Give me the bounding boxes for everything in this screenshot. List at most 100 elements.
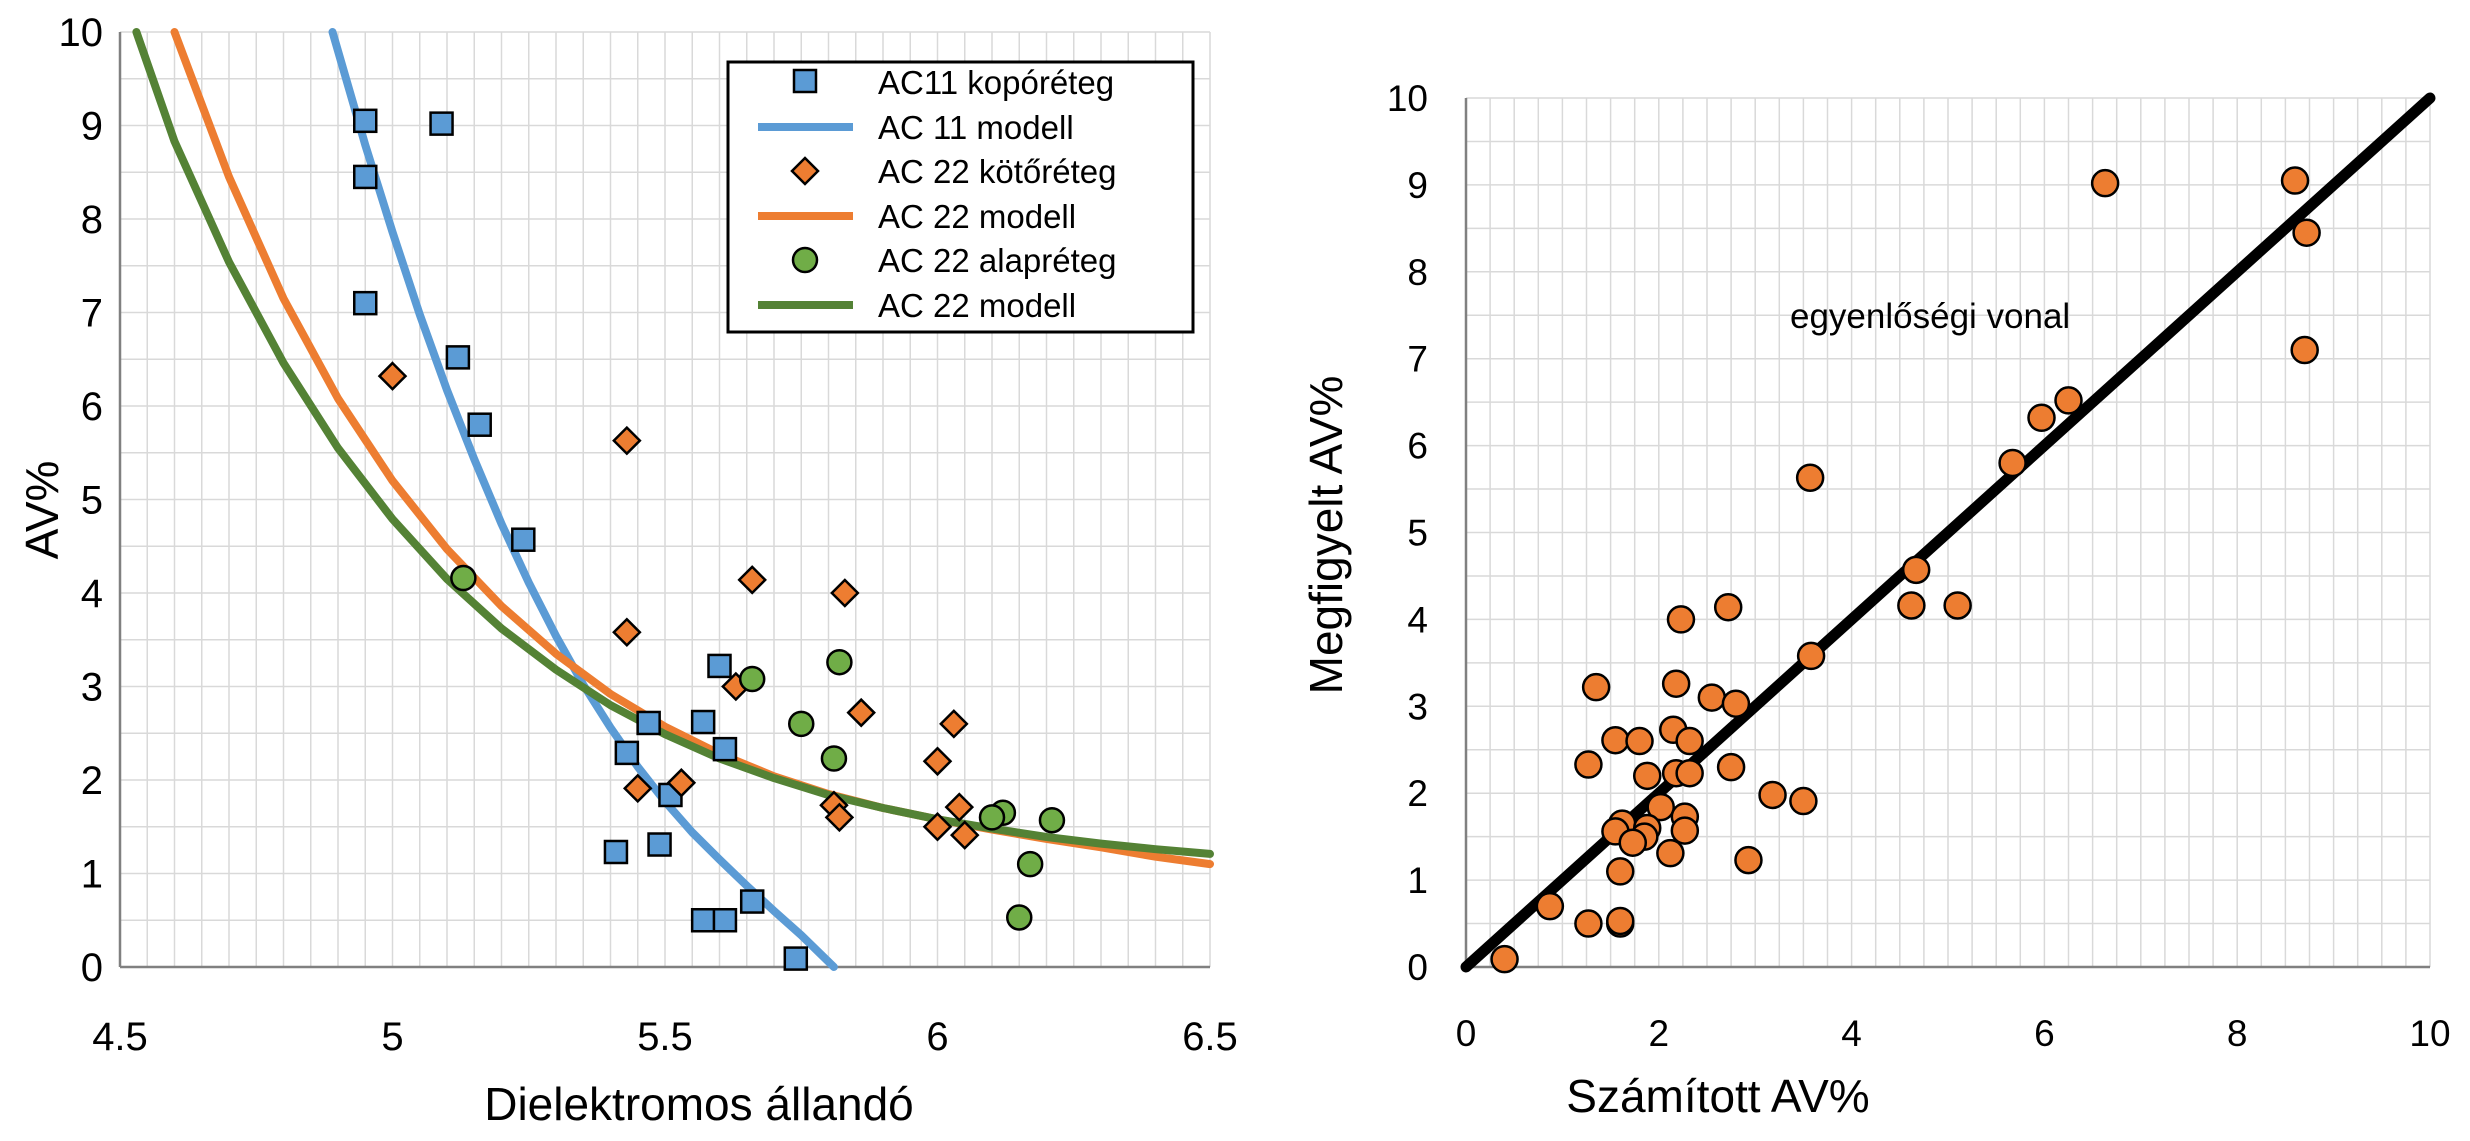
right-plot-series xyxy=(1460,92,2436,974)
series-line-5 xyxy=(132,28,1214,858)
left-plot-series xyxy=(132,28,1214,971)
data-point-square xyxy=(445,345,471,370)
data-point-diamond xyxy=(846,697,876,728)
legend-entry-ac22-base: AC 22 alapréteg xyxy=(791,242,1117,279)
legend-entry-ac22-model-green: AC 22 modell xyxy=(758,287,1076,324)
data-point-square xyxy=(647,832,672,857)
y-tick-label: 0 xyxy=(81,946,103,990)
right-axes xyxy=(1464,98,2430,969)
data-point-square xyxy=(353,164,378,190)
legend-label: AC 22 kötőréteg xyxy=(878,153,1116,190)
data-point-circle xyxy=(1943,591,1972,620)
data-point-circle xyxy=(1796,641,1826,671)
legend-entry-ac22-binder: AC 22 kötőréteg xyxy=(790,153,1116,190)
x-tick-label: 6 xyxy=(926,1015,948,1059)
data-point-circle xyxy=(1632,761,1662,791)
data-point-circle xyxy=(2290,335,2319,365)
data-point-diamond xyxy=(922,811,953,842)
y-tick-label: 10 xyxy=(59,11,104,55)
data-point-circle xyxy=(450,564,477,592)
legend-entry-ac11-model: AC 11 modell xyxy=(758,109,1074,146)
left-gridlines xyxy=(119,31,1211,968)
data-point-diamond xyxy=(622,773,653,804)
data-point-square xyxy=(429,111,454,136)
data-point-circle xyxy=(788,710,815,738)
data-point-circle xyxy=(1716,752,1746,782)
data-point-square xyxy=(353,108,378,134)
data-point-circle xyxy=(2292,218,2321,247)
data-point-circle xyxy=(1490,944,1519,974)
data-point-circle xyxy=(1605,906,1635,936)
x-tick-label: 10 xyxy=(2409,1013,2450,1054)
y-tick-label: 3 xyxy=(81,666,103,710)
data-point-circle xyxy=(1625,726,1654,756)
data-point-circle xyxy=(2027,403,2056,433)
data-point-diamond xyxy=(737,565,767,595)
data-point-diamond xyxy=(944,792,975,822)
data-point-diamond xyxy=(939,709,969,739)
y-tick-label: 7 xyxy=(1407,339,1428,380)
data-point-diamond xyxy=(824,802,855,833)
legend-label: AC 22 modell xyxy=(878,287,1076,324)
identity-line-annotation: egyenlőségi vonal xyxy=(1790,297,2070,336)
y-tick-label: 4 xyxy=(1407,599,1428,640)
x-tick-label: 5 xyxy=(381,1015,403,1059)
data-point-circle xyxy=(1998,448,2027,478)
data-point-square xyxy=(614,740,640,766)
y-tick-label: 3 xyxy=(1407,686,1428,727)
data-point-square xyxy=(712,908,738,933)
data-point-circle xyxy=(2280,166,2310,195)
data-point-square xyxy=(603,839,629,865)
legend-entry-ac22-model-orange: AC 22 modell xyxy=(758,198,1076,235)
x-tick-label: 6.5 xyxy=(1182,1015,1238,1059)
data-point-diamond xyxy=(666,768,697,798)
x-tick-label: 2 xyxy=(1649,1013,1670,1054)
y-tick-label: 5 xyxy=(81,479,103,523)
left-chart: 4.5 5 5.5 6 6.5 0 1 2 3 4 5 6 7 8 9 10 Dielektromos ál… xyxy=(16,11,1238,1130)
data-point-circle xyxy=(1697,683,1727,712)
x-tick-label: 0 xyxy=(1456,1013,1477,1054)
right-x-tick-labels: 0 2 4 6 8 10 xyxy=(1456,1013,2451,1054)
data-point-circle xyxy=(826,648,853,676)
x-tick-label: 4 xyxy=(1841,1013,1862,1054)
data-point-diamond xyxy=(949,820,980,850)
data-point-diamond xyxy=(612,425,642,456)
y-tick-label: 2 xyxy=(81,759,103,803)
data-point-circle xyxy=(1535,891,1565,921)
data-point-circle xyxy=(738,665,766,693)
y-tick-label: 5 xyxy=(1407,513,1428,554)
data-point-circle xyxy=(1795,463,1825,493)
left-y-tick-labels: 0 1 2 3 4 5 6 7 8 9 10 xyxy=(59,11,104,990)
y-tick-label: 6 xyxy=(81,385,103,429)
legend-symbol-square xyxy=(792,68,818,94)
legend-label: AC11 kopóréteg xyxy=(878,64,1114,101)
data-point-circle xyxy=(1656,838,1685,868)
data-point-square xyxy=(353,290,378,316)
left-axes xyxy=(118,32,1210,969)
data-point-circle xyxy=(1574,909,1603,938)
left-y-axis-label: AV% xyxy=(16,461,68,560)
legend-label: AC 11 modell xyxy=(878,109,1074,146)
data-point-circle xyxy=(1605,857,1635,886)
legend: AC11 kopóréteg AC 11 modell AC 22 kötőré… xyxy=(726,60,1195,334)
data-point-circle xyxy=(1646,792,1675,822)
left-x-tick-labels: 4.5 5 5.5 6 6.5 xyxy=(92,1015,1238,1059)
y-tick-label: 4 xyxy=(81,572,103,616)
data-point-circle xyxy=(1713,592,1743,622)
legend-label: AC 22 modell xyxy=(878,198,1076,235)
data-point-square xyxy=(690,709,716,735)
y-tick-label: 10 xyxy=(1387,78,1428,119)
x-tick-label: 6 xyxy=(2034,1013,2055,1054)
y-tick-label: 1 xyxy=(1407,860,1428,901)
y-tick-label: 1 xyxy=(81,853,103,897)
data-point-circle xyxy=(1789,786,1818,816)
data-point-square xyxy=(690,908,716,933)
data-point-square xyxy=(783,946,809,971)
left-x-axis-label: Dielektromos állandó xyxy=(484,1078,914,1130)
x-tick-label: 5.5 xyxy=(637,1015,693,1059)
y-tick-label: 8 xyxy=(1407,252,1428,293)
data-point-circle xyxy=(1734,845,1763,875)
legend-entry-ac11-points: AC11 kopóréteg xyxy=(792,64,1114,101)
data-point-circle xyxy=(1675,758,1704,788)
